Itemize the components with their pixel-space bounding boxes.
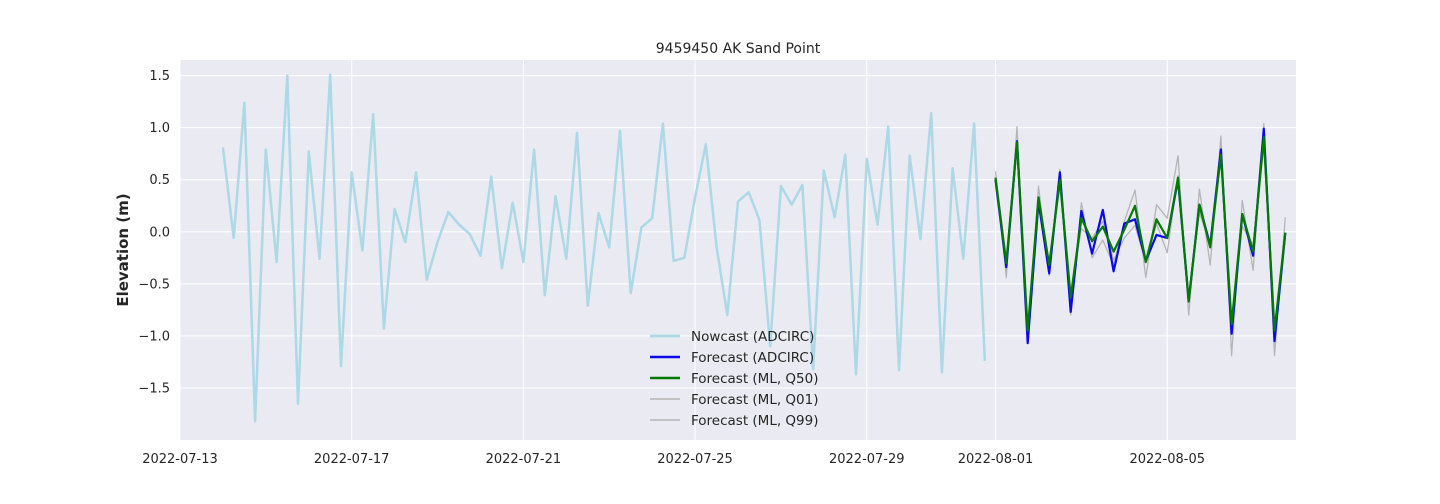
legend-label-forecast-ml-q01: Forecast (ML, Q01) [691, 392, 819, 408]
y-tick-label: 0.0 [149, 225, 170, 240]
y-tick-label: −1.5 [138, 381, 170, 396]
grid-lines [179, 60, 1296, 440]
chart-title: 9459450 AK Sand Point [656, 41, 821, 57]
x-tick-label: 2022-07-25 [657, 452, 733, 467]
legend-label-nowcast-adcirc: Nowcast (ADCIRC) [691, 329, 814, 345]
legend: Nowcast (ADCIRC) Forecast (ADCIRC) Forecas… [650, 329, 819, 429]
x-tick-label: 2022-07-21 [486, 452, 562, 467]
series-line-forecast-ml-q50 [994, 135, 1287, 332]
series-line-nowcast-adcirc [221, 73, 987, 423]
x-tick-label: 2022-07-17 [314, 452, 390, 467]
x-tick-label: 2022-08-01 [958, 452, 1034, 467]
y-tick-label: −0.5 [138, 277, 170, 292]
legend-label-forecast-adcirc: Forecast (ADCIRC) [691, 350, 814, 366]
x-tick-label: 2022-07-13 [142, 452, 218, 467]
x-tick-label: 2022-07-29 [829, 452, 905, 467]
y-tick-label: 1.0 [149, 121, 170, 136]
legend-label-forecast-ml-q99: Forecast (ML, Q99) [691, 413, 819, 429]
series-lines [221, 73, 1287, 423]
x-axis-ticks: 2022-07-13 2022-07-17 2022-07-21 2022-07-25… [142, 452, 1205, 467]
y-tick-label: 1.5 [149, 69, 170, 84]
x-tick-label: 2022-08-05 [1129, 452, 1205, 467]
y-axis-label: Elevation (m) [114, 193, 132, 306]
legend-label-forecast-ml-q50: Forecast (ML, Q50) [691, 371, 819, 387]
y-tick-label: 0.5 [149, 173, 170, 188]
y-tick-label: −1.0 [138, 329, 170, 344]
y-axis-ticks: −1.5 −1.0 −0.5 0.0 0.5 1.0 1.5 [138, 69, 170, 396]
